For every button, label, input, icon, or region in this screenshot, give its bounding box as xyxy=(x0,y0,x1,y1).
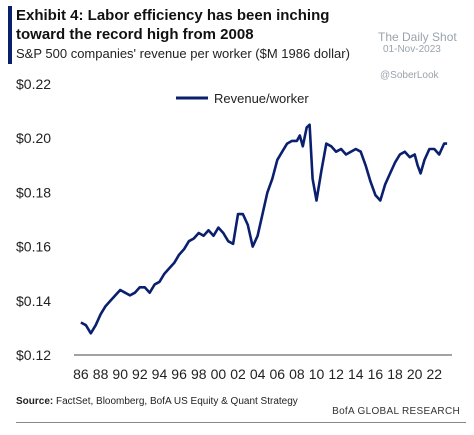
y-tick-label: $0.16 xyxy=(16,239,51,255)
x-tick-label: 06 xyxy=(269,366,285,382)
x-tick-label: 08 xyxy=(289,366,305,382)
footer-rule xyxy=(16,422,466,423)
x-tick-label: 16 xyxy=(368,366,384,382)
x-tick-label: 00 xyxy=(211,366,227,382)
y-tick-label: $0.20 xyxy=(16,130,51,146)
x-tick-label: 14 xyxy=(348,366,364,382)
y-tick-label: $0.14 xyxy=(16,293,51,309)
x-tick-label: 88 xyxy=(93,366,109,382)
x-tick-label: 86 xyxy=(73,366,89,382)
brand-label: BofA GLOBAL RESEARCH xyxy=(332,406,460,417)
x-tick-label: 10 xyxy=(309,366,325,382)
x-tick-label: 18 xyxy=(387,366,403,382)
x-tick-label: 98 xyxy=(191,366,207,382)
x-tick-label: 20 xyxy=(407,366,423,382)
y-tick-label: $0.18 xyxy=(16,184,51,200)
y-tick-label: $0.22 xyxy=(16,76,51,92)
watermark-name: The Daily Shot xyxy=(378,30,457,44)
x-tick-label: 02 xyxy=(230,366,246,382)
y-tick-label: $0.12 xyxy=(16,347,51,363)
x-tick-label: 22 xyxy=(427,366,443,382)
watermark-handle: @SoberLook xyxy=(380,70,439,81)
x-tick-label: 92 xyxy=(132,366,148,382)
source-text: FactSet, Bloomberg, BofA US Equity & Qua… xyxy=(56,396,298,407)
title-accent-bar xyxy=(8,6,12,64)
source-label: Source: xyxy=(16,396,54,407)
exhibit-subtitle: S&P 500 companies' revenue per worker ($… xyxy=(16,46,350,61)
series-line xyxy=(80,123,448,335)
x-tick-label: 04 xyxy=(250,366,266,382)
legend-label: Revenue/worker xyxy=(214,91,309,106)
x-tick-label: 12 xyxy=(328,366,344,382)
exhibit-title: Exhibit 4: Labor efficiency has been inc… xyxy=(16,7,330,43)
watermark-date: 01-Nov-2023 xyxy=(383,44,441,55)
x-tick-label: 96 xyxy=(171,366,187,382)
x-tick-label: 90 xyxy=(112,366,128,382)
source-note: Source: FactSet, Bloomberg, BofA US Equi… xyxy=(16,396,298,407)
x-tick-label: 94 xyxy=(152,366,168,382)
